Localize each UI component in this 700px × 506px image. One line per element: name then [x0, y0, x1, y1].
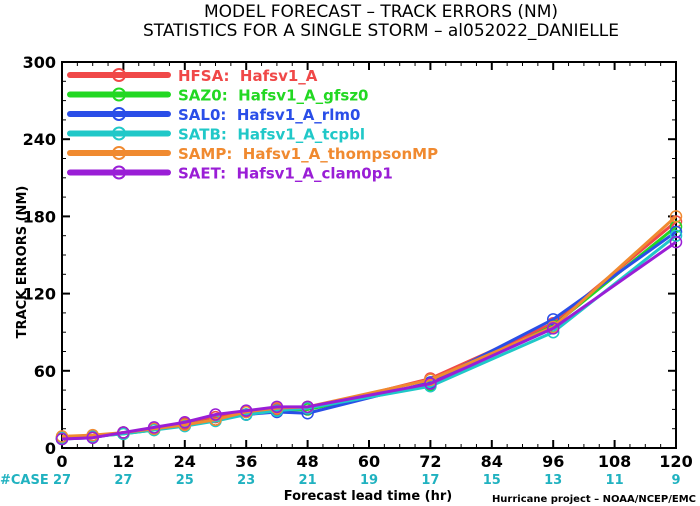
case-count: 13: [544, 473, 562, 488]
y-tick-label: 240: [23, 130, 56, 149]
data-point: [546, 322, 560, 335]
chart-title: MODEL FORECAST – TRACK ERRORS (NM): [204, 2, 558, 22]
data-point: [424, 377, 437, 390]
series-group: [55, 210, 683, 443]
data-point: [546, 313, 560, 326]
y-axis: 0 60 120 180 240 300: [23, 53, 676, 458]
x-tick-label: 12: [112, 452, 134, 471]
data-point: [147, 421, 161, 434]
x-tick-label: 72: [419, 452, 441, 471]
x-tick-label: 36: [235, 452, 257, 471]
case-count: 25: [176, 473, 194, 488]
series-group: [55, 229, 683, 444]
x-tick-label: 48: [296, 452, 318, 471]
series-line: [61, 230, 677, 441]
case-count: 21: [299, 473, 317, 488]
series-group: [55, 215, 683, 444]
y-tick-label: 300: [23, 53, 56, 72]
series-line: [61, 234, 677, 440]
legend-label: SAET: Hafsv1_A_clam0p1: [178, 165, 393, 183]
x-tick-label: 84: [481, 452, 503, 471]
data-point: [86, 431, 99, 444]
series-group: [55, 220, 683, 446]
x-tick-label: 24: [174, 452, 196, 471]
x-tick-label: 96: [542, 452, 564, 471]
case-count: 15: [483, 473, 501, 488]
data-point: [117, 426, 130, 439]
y-axis-label: TRACK ERRORS (NM): [15, 186, 30, 339]
legend-label: HFSA: Hafsv1_A: [178, 67, 318, 85]
data-point: [239, 404, 253, 417]
legend-marker: [112, 68, 126, 82]
series-line: [61, 215, 678, 438]
data-point: [270, 400, 284, 414]
legend: HFSA: Hafsv1_A SAZ0: Hafsv1_A_gfsz0SAL0: …: [67, 67, 438, 183]
series-line: [61, 225, 677, 441]
legend-marker: [112, 146, 126, 160]
data-point: [669, 235, 683, 249]
series-layer: [55, 210, 683, 446]
case-count: 23: [237, 473, 255, 488]
data-point: [301, 400, 314, 414]
x-axis-label: Forecast lead time (hr): [284, 489, 452, 504]
series-group: [55, 235, 683, 446]
legend-marker: [112, 107, 126, 121]
series-line: [61, 240, 677, 441]
plot-area: [61, 61, 677, 449]
case-count: 9: [671, 473, 680, 488]
credit-text: Hurricane project – NOAA/NCEP/EMC: [492, 494, 696, 505]
legend-label: SAZ0: Hafsv1_A_gfsz0: [178, 87, 368, 105]
x-tick-label: 60: [358, 452, 380, 471]
data-point: [55, 432, 69, 446]
legend-label: SAL0: Hafsv1_A_rlm0: [178, 106, 360, 124]
legend-label: SATB: Hafsv1_A_tcpbl: [178, 126, 365, 144]
x-tick-label: 108: [598, 452, 631, 471]
y-tick-label: 120: [23, 285, 56, 304]
data-point: [209, 408, 222, 421]
plot-frame: [61, 61, 677, 449]
legend-label: SAMP: Hafsv1_A_thompsonMP: [178, 145, 438, 163]
data-point: [178, 416, 192, 429]
legend-marker: [112, 87, 126, 102]
y-tick-label: 60: [34, 362, 56, 381]
data-point: [669, 210, 683, 223]
case-count: 11: [606, 473, 624, 488]
case-count-row: 27 27 25 23 21 19 17 15 13 11 9: [53, 473, 681, 488]
case-label: #CASE: [0, 473, 49, 488]
chart-subtitle: STATISTICS FOR A SINGLE STORM – al052022…: [143, 21, 619, 41]
x-axis: 0 12 24 36 48 60 72 84 96 108 120: [56, 62, 693, 471]
data-point: [669, 229, 683, 242]
y-tick-label: 0: [45, 439, 56, 458]
x-tick-label: 120: [659, 452, 692, 471]
case-count: 27: [53, 473, 71, 488]
x-tick-label: 0: [56, 452, 67, 471]
case-count: 17: [421, 473, 439, 488]
case-count: 27: [114, 473, 132, 488]
legend-marker: [112, 126, 126, 141]
case-count: 19: [360, 473, 378, 488]
y-tick-label: 180: [23, 207, 56, 226]
legend-marker: [112, 165, 126, 180]
series-line: [61, 220, 677, 440]
series-group: [55, 225, 683, 446]
